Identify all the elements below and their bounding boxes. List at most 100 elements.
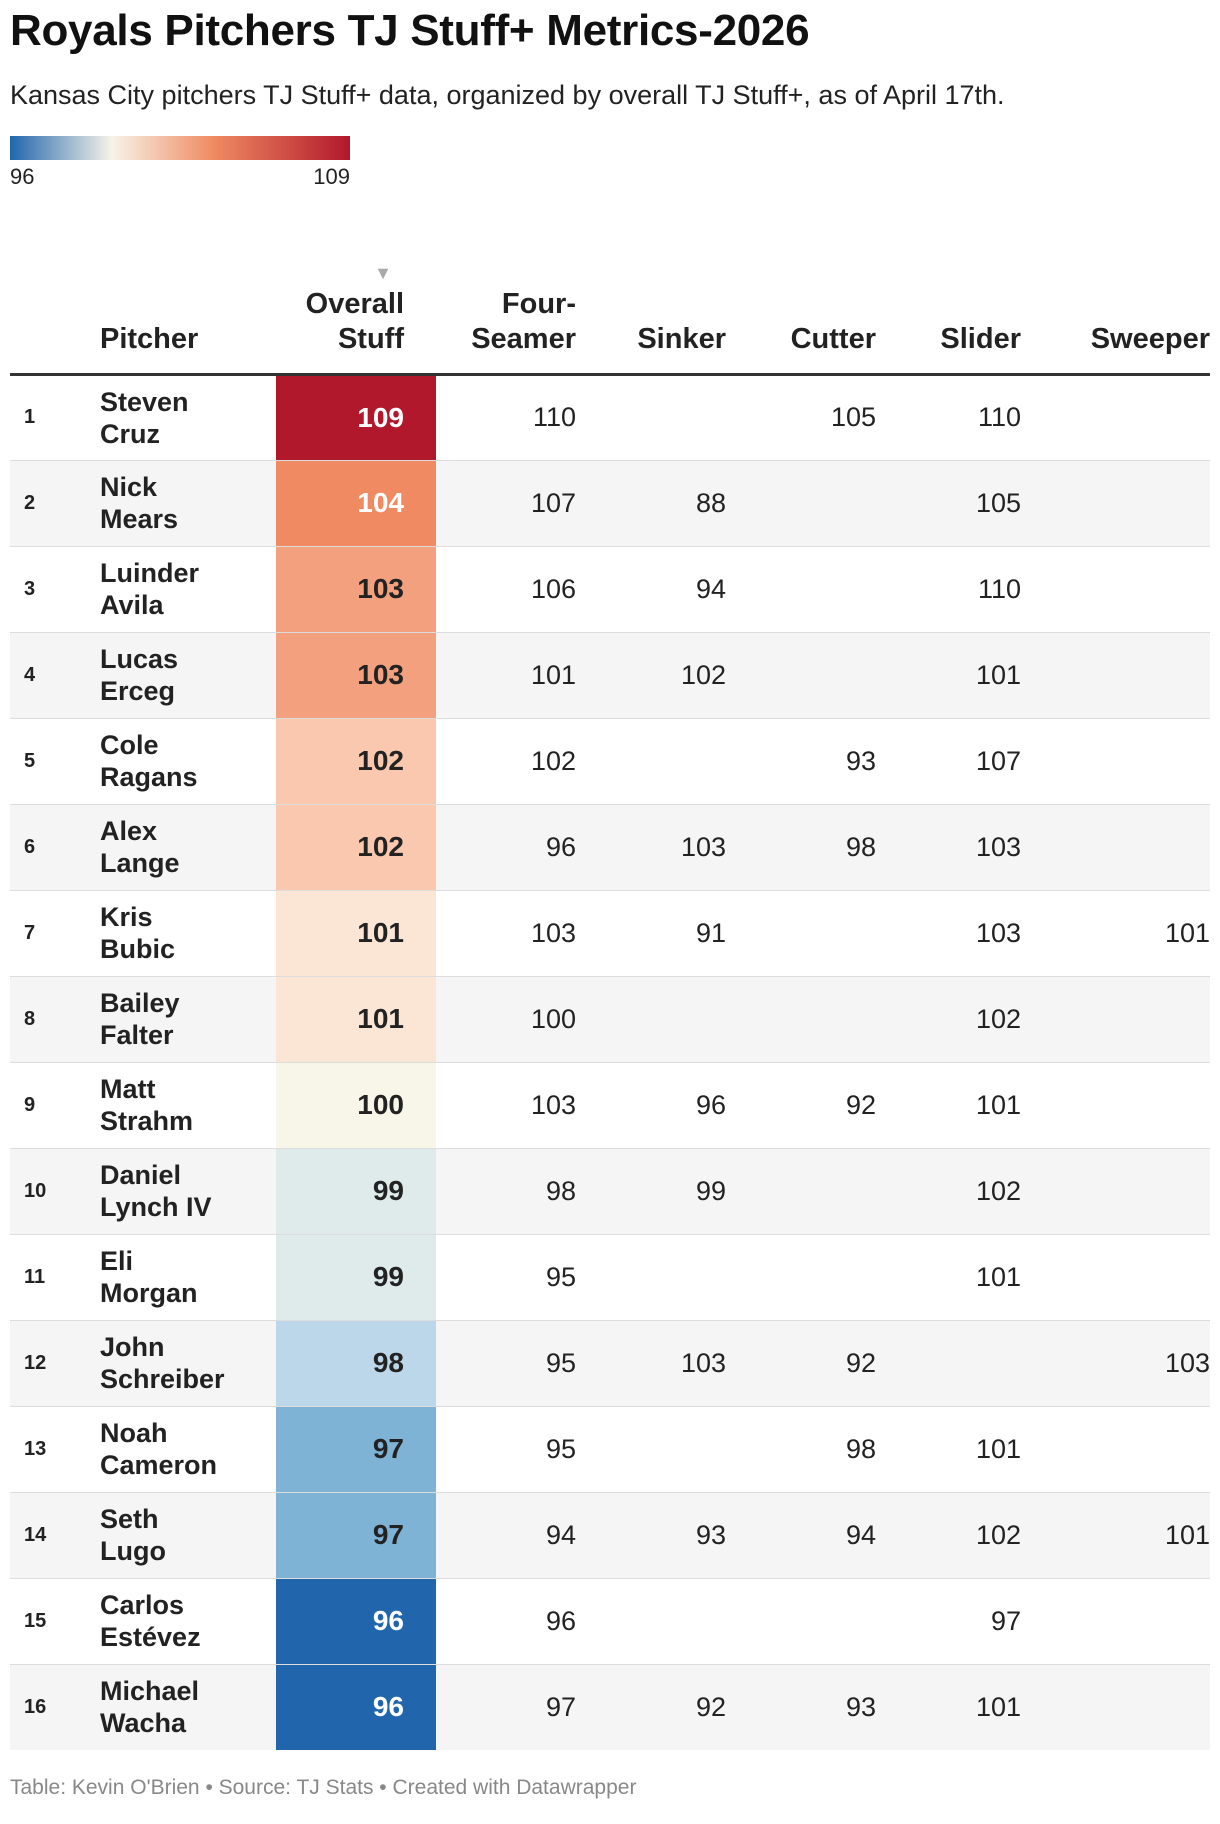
- pitcher-first-name: Carlos: [100, 1590, 185, 1620]
- pitcher-last-name: Lynch IV: [100, 1192, 212, 1222]
- sinker-cell: 88: [695, 487, 726, 518]
- pitcher-first-name: Kris: [100, 902, 153, 932]
- sort-descending-icon[interactable]: ▼: [374, 263, 392, 283]
- rank-cell: 5: [24, 749, 36, 772]
- pitcher-last-name: Lange: [100, 848, 180, 878]
- rank-cell: 14: [24, 1523, 47, 1546]
- pitcher-first-name: Cole: [100, 730, 159, 760]
- pitcher-name-cell: Carlos Estévez: [100, 1578, 276, 1664]
- sinker-cell: 103: [680, 1347, 726, 1378]
- pitcher-last-name: Bubic: [100, 934, 176, 964]
- pitcher-name-cell: Bailey Falter: [100, 976, 276, 1062]
- header-overall-stuff[interactable]: ▼ Overall Stuff: [276, 248, 436, 374]
- cutter-cell: [726, 890, 876, 976]
- pitcher-last-name: Morgan: [100, 1278, 198, 1308]
- overall-stuff-cell: 102: [276, 804, 436, 890]
- slider-cell: 102: [975, 1003, 1021, 1034]
- header-cutter[interactable]: Cutter: [790, 322, 876, 355]
- header-pitcher[interactable]: Pitcher: [100, 322, 199, 355]
- pitcher-name-cell: Cole Ragans: [100, 718, 276, 804]
- overall-stuff-cell: 99: [276, 1234, 436, 1320]
- cutter-cell: [726, 546, 876, 632]
- sweeper-cell: 103: [1164, 1347, 1210, 1378]
- stuff-table: Pitcher ▼ Overall Stuff Four- Seamer Sin…: [10, 248, 1210, 1750]
- legend-min-label: 96: [10, 164, 35, 189]
- overall-stuff-cell: 99: [276, 1148, 436, 1234]
- slider-cell: 102: [975, 1519, 1021, 1550]
- pitcher-first-name: Luinder: [100, 558, 199, 588]
- table-row: 13 Noah Cameron 97 95 98 101: [10, 1406, 1210, 1492]
- rank-cell: 2: [24, 491, 36, 514]
- cutter-cell: 92: [845, 1089, 876, 1120]
- sweeper-cell: [1021, 374, 1210, 460]
- pitcher-name-cell: Luinder Avila: [100, 546, 276, 632]
- sinker-cell: [576, 1406, 726, 1492]
- rank-cell: 6: [24, 835, 36, 858]
- header-fourseam-line1: Four-: [501, 287, 576, 320]
- cutter-cell: 98: [845, 831, 876, 862]
- four-seamer-cell: 101: [530, 659, 576, 690]
- sweeper-cell: [1021, 1062, 1210, 1148]
- table-row: 15 Carlos Estévez 96 96 97: [10, 1578, 1210, 1664]
- pitcher-first-name: Bailey: [100, 988, 180, 1018]
- pitcher-first-name: Nick: [100, 472, 158, 502]
- pitcher-last-name: Estévez: [100, 1622, 201, 1652]
- rank-cell: 7: [24, 921, 36, 944]
- four-seamer-cell: 97: [545, 1691, 576, 1722]
- sweeper-cell: [1021, 1664, 1210, 1750]
- header-sweeper[interactable]: Sweeper: [1090, 322, 1210, 355]
- sinker-cell: 103: [680, 831, 726, 862]
- slider-cell: 107: [975, 745, 1021, 776]
- pitcher-last-name: Ragans: [100, 762, 198, 792]
- four-seamer-cell: 107: [530, 487, 576, 518]
- cutter-cell: 92: [845, 1347, 876, 1378]
- header-sinker[interactable]: Sinker: [637, 322, 726, 355]
- table-row: 5 Cole Ragans 102 102 93 107: [10, 718, 1210, 804]
- header-four-seamer[interactable]: Four- Seamer: [436, 248, 576, 374]
- table-row: 3 Luinder Avila 103 106 94 110: [10, 546, 1210, 632]
- pitcher-first-name: Matt: [100, 1074, 156, 1104]
- table-row: 4 Lucas Erceg 103 101 102 101: [10, 632, 1210, 718]
- four-seamer-cell: 98: [545, 1175, 576, 1206]
- sinker-cell: 99: [695, 1175, 726, 1206]
- slider-cell: 102: [975, 1175, 1021, 1206]
- pitcher-name-cell: Michael Wacha: [100, 1664, 276, 1750]
- pitcher-first-name: Eli: [100, 1246, 134, 1276]
- overall-stuff-cell: 101: [276, 890, 436, 976]
- table-header-row: Pitcher ▼ Overall Stuff Four- Seamer Sin…: [10, 248, 1210, 374]
- pitcher-name-cell: John Schreiber: [100, 1320, 276, 1406]
- sweeper-cell: [1021, 546, 1210, 632]
- sinker-cell: 91: [695, 917, 726, 948]
- sinker-cell: [576, 374, 726, 460]
- table-row: 11 Eli Morgan 99 95 101: [10, 1234, 1210, 1320]
- header-fourseam-line2: Seamer: [471, 322, 576, 355]
- pitcher-last-name: Cruz: [100, 418, 160, 449]
- sinker-cell: 94: [695, 573, 726, 604]
- overall-stuff-cell: 102: [276, 718, 436, 804]
- rank-cell: 15: [24, 1609, 47, 1632]
- cutter-cell: [726, 1148, 876, 1234]
- cutter-cell: 94: [845, 1519, 876, 1550]
- pitcher-first-name: Noah: [100, 1418, 168, 1448]
- rank-cell: 16: [24, 1695, 47, 1718]
- table-row: 8 Bailey Falter 101 100 102: [10, 976, 1210, 1062]
- pitcher-first-name: Michael: [100, 1676, 200, 1707]
- table-row: 7 Kris Bubic 101 103 91 103 101: [10, 890, 1210, 976]
- sweeper-cell: 101: [1164, 1519, 1210, 1550]
- header-slider[interactable]: Slider: [940, 322, 1021, 355]
- legend-max-label: 109: [313, 164, 350, 189]
- rank-cell: 10: [24, 1179, 47, 1202]
- sweeper-cell: [1021, 1406, 1210, 1492]
- overall-stuff-cell: 103: [276, 546, 436, 632]
- rank-cell: 4: [24, 663, 36, 686]
- pitcher-last-name: Schreiber: [100, 1364, 225, 1394]
- overall-stuff-cell: 96: [276, 1578, 436, 1664]
- header-rank: [10, 248, 100, 374]
- pitcher-name-cell: Matt Strahm: [100, 1062, 276, 1148]
- slider-cell: [876, 1320, 1021, 1406]
- header-overall-line2: Stuff: [337, 322, 404, 355]
- sinker-cell: 96: [695, 1089, 726, 1120]
- pitcher-last-name: Lugo: [100, 1536, 166, 1566]
- cutter-cell: 105: [830, 402, 876, 432]
- pitcher-last-name: Cameron: [100, 1450, 218, 1480]
